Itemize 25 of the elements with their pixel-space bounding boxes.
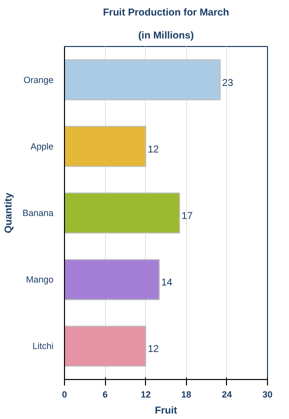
- data-label: 12: [148, 344, 160, 356]
- x-tick-label: 12: [140, 390, 151, 400]
- y-tick-label: Mango: [26, 274, 54, 285]
- x-tick-label: 24: [222, 390, 232, 400]
- y-tick-label: Apple: [30, 141, 54, 152]
- data-label: 23: [222, 78, 234, 89]
- data-label: 17: [182, 211, 194, 222]
- bar: [64, 259, 160, 300]
- data-label: 12: [148, 144, 160, 156]
- x-tick-label: 6: [102, 390, 108, 400]
- data-label: 14: [161, 278, 173, 289]
- x-axis-title: Fruit: [154, 406, 178, 416]
- bar: [64, 59, 221, 100]
- x-tick-label: 0: [62, 390, 68, 400]
- x-tick-label: 18: [181, 390, 192, 400]
- y-tick-label: Orange: [23, 74, 54, 85]
- x-tick-label: 30: [262, 390, 273, 400]
- y-tick-label: Litchi: [32, 341, 54, 352]
- bar: [64, 326, 146, 367]
- chart-title: Fruit Production for March: [102, 8, 230, 18]
- bar: [64, 126, 146, 167]
- chart-subtitle: (in Millions): [138, 30, 194, 42]
- y-tick-label: Banana: [22, 208, 54, 218]
- bar: [64, 192, 180, 234]
- y-axis-title: Quantity: [3, 192, 14, 234]
